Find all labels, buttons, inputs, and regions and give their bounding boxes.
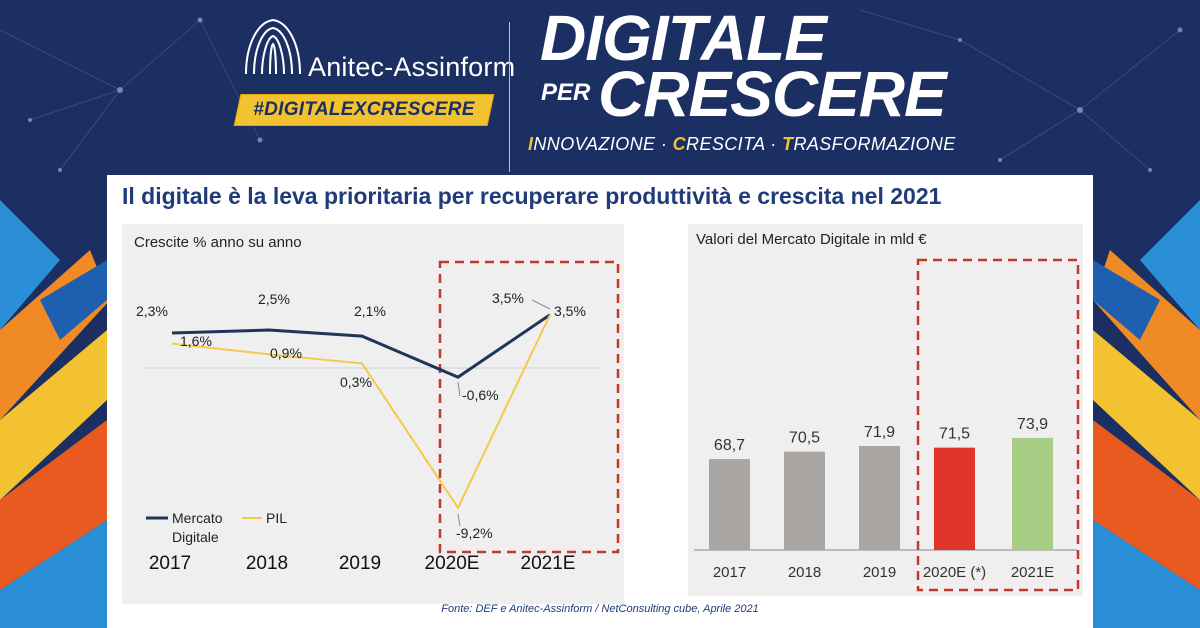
bar-category-label-2021E: 2021E <box>1011 564 1054 581</box>
data-label-digitale-2017: 2,3% <box>136 303 168 319</box>
bar-category-label-2017: 2017 <box>713 564 746 581</box>
right-side-decoration <box>1093 200 1200 628</box>
tagline-initial-1: I <box>528 134 534 154</box>
left-side-decoration <box>0 200 110 628</box>
campaign-title-line1: DIGITALE <box>540 2 827 74</box>
data-label-pil-2020E: -9,2% <box>456 525 493 541</box>
x-tick-label-2020E: 2020E <box>425 553 480 574</box>
campaign-title-per: PER <box>541 79 591 106</box>
bar-category-label-2018: 2018 <box>788 564 821 581</box>
data-label-pil-2019: 0,3% <box>340 374 372 390</box>
x-tick-label-2019: 2019 <box>339 553 381 574</box>
bar-value-label-2019: 71,9 <box>864 424 895 441</box>
confindustria-logo-icon <box>245 18 301 75</box>
leader-line-pil-2020 <box>457 513 461 527</box>
tagline-word-2: RESCITA <box>686 134 765 154</box>
series-line-mercato-digitale <box>171 313 551 379</box>
tagline-sep-1: · <box>655 134 673 154</box>
tagline-sep-2: · <box>764 134 783 154</box>
bar-category-label-2020E: 2020E (*) <box>923 564 986 581</box>
data-label-digitale-2018: 2,5% <box>258 291 290 307</box>
bar-value-label-2020E: 71,5 <box>939 426 970 443</box>
source-note: Fonte: DEF e Anitec-Assinform / NetConsu… <box>441 603 759 615</box>
bar-value-label-2017: 68,7 <box>714 437 745 454</box>
tagline: INNOVAZIONE · CRESCITA · TRASFORMAZIONE <box>528 134 956 155</box>
data-label-digitale-2020E: -0,6% <box>462 387 499 403</box>
line-chart: 2,3% 2,5% 2,1% -0,6% 3,5% 1,6% 0,9% 0,3% -9,2% 3,… <box>136 260 620 574</box>
tagline-initial-3: T <box>782 134 794 154</box>
series-line-pil <box>171 314 551 510</box>
data-label-pil-2018: 0,9% <box>270 345 302 361</box>
bar-2017 <box>709 459 750 550</box>
campaign-title-line2: CRESCERE <box>598 58 947 130</box>
brand-name: Anitec-Assinform <box>308 52 516 82</box>
line-chart-background <box>122 224 624 604</box>
main-title: Il digitale è la leva prioritaria per re… <box>122 183 942 209</box>
line-chart-title: Crescite % anno su anno <box>134 234 302 251</box>
bar-category-label-2019: 2019 <box>863 564 896 581</box>
x-tick-label-2017: 2017 <box>149 553 191 574</box>
legend-label-pil: PIL <box>266 510 287 526</box>
hashtag-text: #DIGITALEXCRESCERE <box>253 99 475 120</box>
data-label-digitale-2021E: 3,5% <box>554 303 586 319</box>
legend-label-mercato-digitale: Mercato Digitale <box>172 510 223 545</box>
bar-value-label-2021E: 73,9 <box>1017 416 1048 433</box>
bar-2018 <box>784 451 825 550</box>
bar-2020E <box>934 447 975 550</box>
bar-chart: 68,7 2017 70,5 2018 71,9 2019 71,5 2020E (*) 73,… <box>694 258 1080 592</box>
x-tick-label-2021E: 2021E <box>521 553 576 574</box>
bar-chart-title: Valori del Mercato Digitale in mld € <box>696 231 927 248</box>
tagline-word-1: NNOVAZIONE <box>533 134 656 154</box>
header: Anitec-Assinform #DIGITALEXCRESCERE DIGI… <box>0 0 1200 175</box>
bar-value-label-2018: 70,5 <box>789 430 820 447</box>
bar-chart-highlight-box <box>916 258 1080 592</box>
leader-line-digitale-2020 <box>457 381 461 397</box>
x-tick-label-2018: 2018 <box>246 553 288 574</box>
leader-line-pil-2021 <box>531 299 551 310</box>
data-label-pil-2021E: 3,5% <box>492 290 524 306</box>
data-label-pil-2017: 1,6% <box>180 333 212 349</box>
tagline-word-3: RASFORMAZIONE <box>793 134 956 154</box>
data-label-digitale-2019: 2,1% <box>354 303 386 319</box>
bar-2019 <box>859 446 900 550</box>
line-chart-highlight-box <box>438 260 620 554</box>
tagline-initial-2: C <box>672 134 687 154</box>
hashtag-badge: #DIGITALEXCRESCERE <box>234 95 494 125</box>
header-divider <box>509 22 510 172</box>
bar-2021E <box>1012 437 1053 550</box>
